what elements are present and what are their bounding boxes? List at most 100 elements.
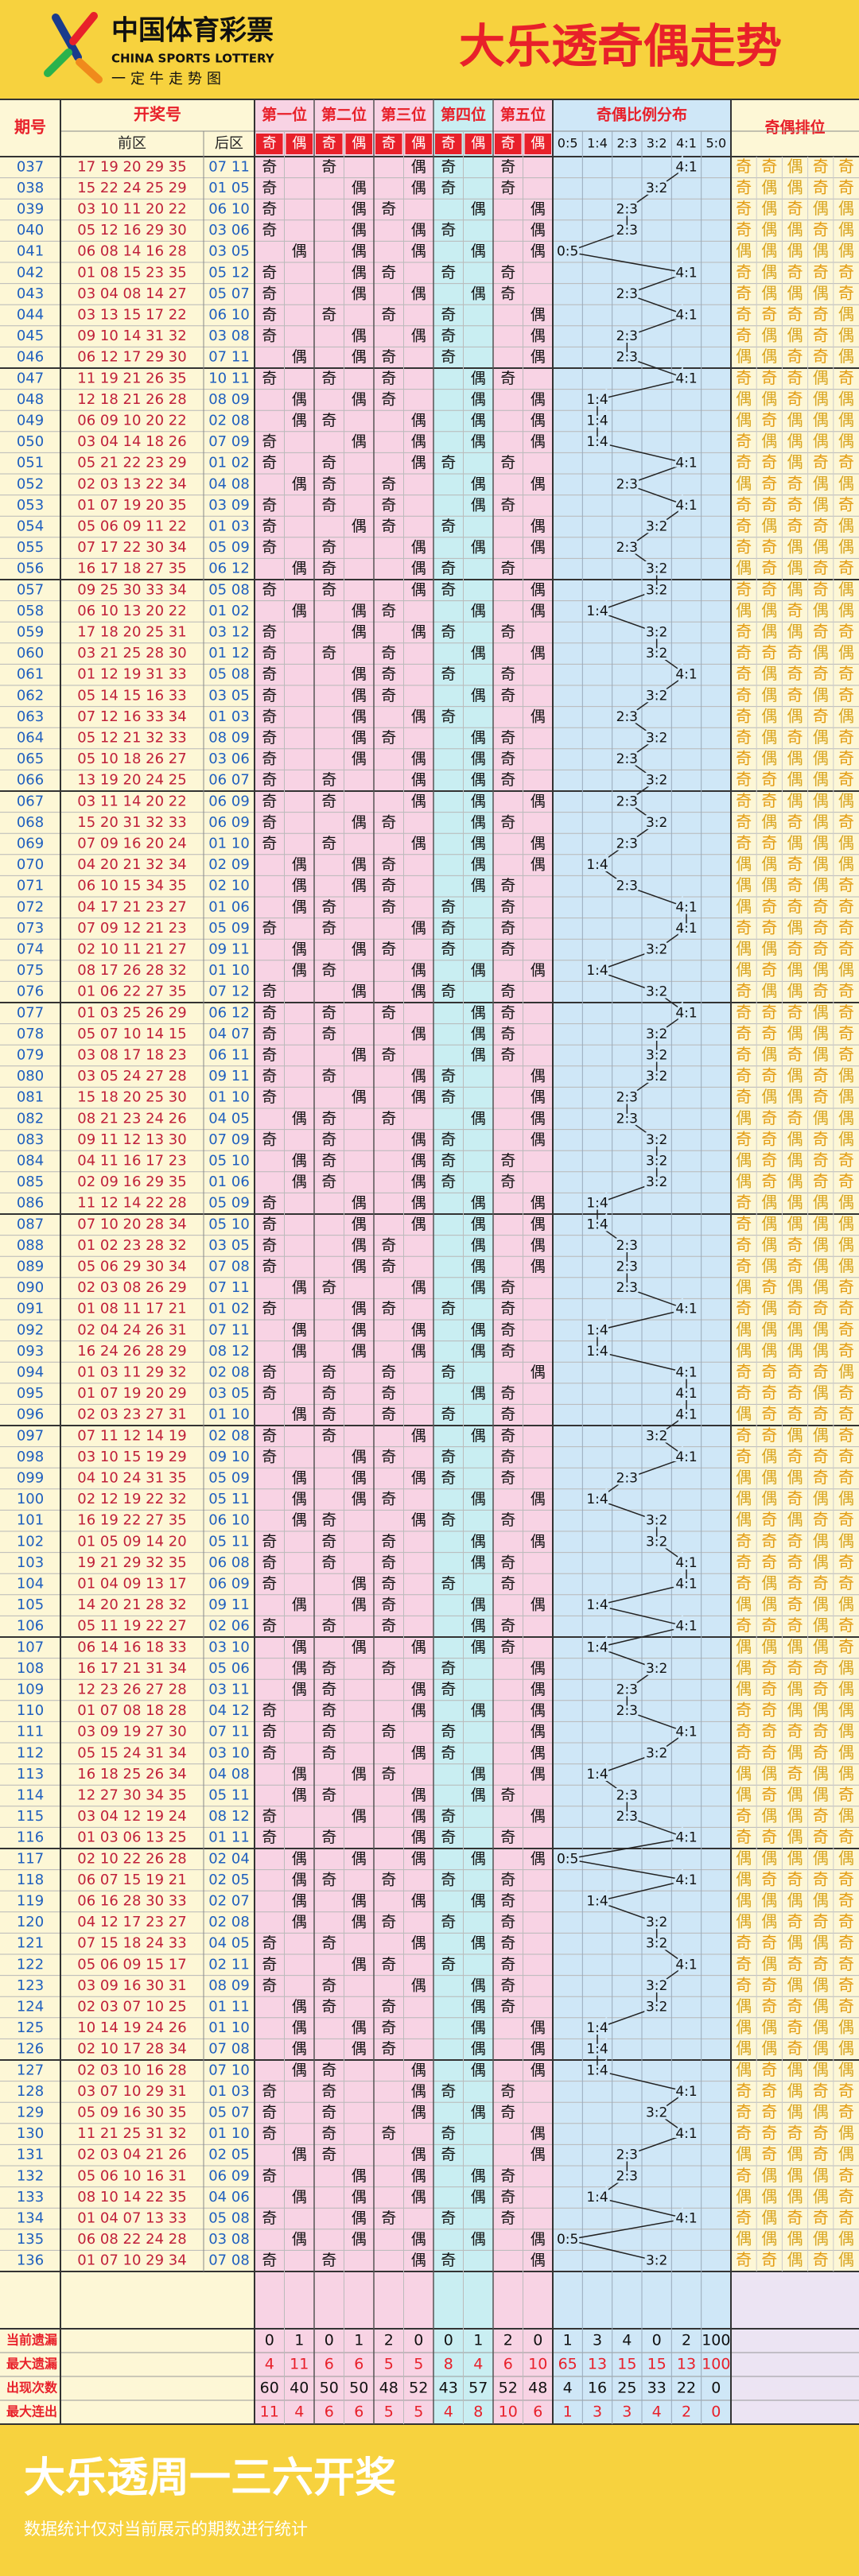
position-odd-even: 偶 (471, 2062, 486, 2079)
pattern-char: 偶 (736, 347, 752, 366)
position-odd-even: 奇 (321, 835, 336, 852)
position-odd-even: 奇 (381, 2125, 396, 2143)
issue-number: 084 (17, 1153, 44, 1170)
position-odd-even: 偶 (531, 2252, 546, 2269)
position-odd-even: 奇 (262, 1194, 277, 1212)
front-numbers: 06 12 17 29 30 (77, 349, 186, 366)
stats-value: 4 (622, 2332, 632, 2349)
position-odd-even: 偶 (411, 285, 426, 302)
pattern-char: 奇 (838, 1510, 854, 1529)
position-odd-even: 奇 (321, 645, 336, 662)
position-odd-even: 偶 (352, 2040, 367, 2058)
ratio-value: 3:2 (646, 1154, 667, 1170)
position-odd-even: 偶 (531, 433, 546, 451)
back-numbers: 08 09 (208, 730, 250, 747)
ratio-value: 4:1 (675, 1872, 697, 1888)
pattern-char: 偶 (838, 305, 854, 324)
position-odd-even: 奇 (500, 1152, 515, 1170)
pattern-char: 偶 (787, 1468, 803, 1487)
pattern-char: 偶 (787, 1785, 803, 1804)
ratio-value: 2:3 (616, 793, 638, 809)
position-odd-even: 偶 (352, 1956, 367, 1973)
issue-number: 124 (17, 1999, 44, 2015)
pattern-char: 奇 (736, 918, 752, 937)
pattern-char: 奇 (761, 1658, 777, 1677)
pattern-char: 偶 (761, 1849, 777, 1868)
pattern-char: 偶 (787, 1129, 803, 1148)
issue-number: 117 (17, 1850, 44, 1867)
position-odd-even: 奇 (500, 1321, 515, 1339)
position-odd-even: 偶 (531, 1491, 546, 1508)
pattern-char: 奇 (736, 1954, 752, 1973)
front-numbers: 02 10 17 28 34 (77, 2041, 186, 2058)
position-odd-even: 奇 (262, 2125, 277, 2143)
pattern-char: 奇 (787, 1489, 803, 1508)
position-odd-even: 奇 (441, 222, 456, 239)
back-numbers: 03 08 (208, 2231, 250, 2248)
pattern-char: 奇 (736, 770, 752, 789)
issue-number: 043 (17, 285, 44, 302)
position-odd-even: 奇 (381, 1406, 396, 1423)
issue-number: 085 (17, 1174, 44, 1190)
position-odd-even: 偶 (411, 328, 426, 345)
ratio-value: 3:2 (646, 2000, 667, 2015)
pattern-char: 奇 (736, 432, 752, 451)
position-odd-even: 偶 (411, 179, 426, 196)
position-odd-even: 奇 (441, 306, 456, 324)
position-odd-even: 偶 (531, 708, 546, 725)
issue-number: 115 (17, 1808, 44, 1825)
position-odd-even: 偶 (411, 1702, 426, 1720)
pattern-char: 偶 (787, 537, 803, 557)
ratio-value: 2:3 (616, 1682, 638, 1698)
pattern-char: 奇 (813, 2124, 829, 2143)
position-odd-even: 奇 (321, 1174, 336, 1191)
pattern-char: 偶 (736, 1679, 752, 1698)
pattern-char: 奇 (787, 389, 803, 408)
front-numbers: 03 07 10 29 31 (77, 2083, 186, 2100)
pattern-char: 奇 (736, 1193, 752, 1212)
pattern-char: 偶 (736, 1595, 752, 1614)
back-numbers: 03 05 (208, 1237, 250, 1254)
pattern-char: 奇 (736, 1362, 752, 1381)
pattern-char: 偶 (787, 1172, 803, 1191)
pattern-char: 偶 (787, 1340, 803, 1360)
position-odd-even: 偶 (471, 1258, 486, 1275)
position-odd-even: 偶 (471, 475, 486, 493)
pattern-char: 偶 (813, 1849, 829, 1868)
pattern-char: 偶 (761, 1446, 777, 1465)
position-odd-even: 偶 (292, 877, 307, 894)
issue-number: 037 (17, 158, 44, 175)
position-odd-even: 奇 (381, 2040, 396, 2058)
position-odd-even: 奇 (441, 1131, 456, 1148)
position-odd-even: 偶 (411, 1068, 426, 1085)
position-odd-even: 偶 (352, 877, 367, 894)
position-odd-even: 偶 (531, 1850, 546, 1868)
pattern-char: 偶 (813, 960, 829, 980)
back-numbers: 02 07 (208, 1893, 250, 1910)
back-numbers: 01 10 (208, 962, 250, 979)
position-odd-even: 偶 (471, 1110, 486, 1127)
issue-number: 057 (17, 581, 44, 598)
pattern-char: 奇 (838, 558, 854, 577)
pattern-char: 奇 (736, 1235, 752, 1254)
position-odd-even: 奇 (321, 1427, 336, 1445)
pattern-char: 偶 (761, 199, 777, 218)
issue-number: 070 (17, 856, 44, 873)
position-odd-even: 奇 (262, 919, 277, 937)
pattern-char: 奇 (813, 1827, 829, 1846)
position-odd-even: 奇 (321, 2062, 336, 2079)
pattern-char: 奇 (736, 1573, 752, 1593)
position-odd-even: 偶 (411, 919, 426, 937)
position-odd-even: 偶 (471, 771, 486, 789)
position-odd-even: 奇 (262, 645, 277, 662)
back-numbers: 03 11 (208, 1682, 250, 1698)
pattern-char: 偶 (736, 1278, 752, 1297)
pattern-char: 偶 (813, 1256, 829, 1275)
pattern-char: 偶 (761, 1468, 777, 1487)
front-numbers: 05 06 09 11 22 (77, 518, 186, 535)
pattern-char: 奇 (787, 1912, 803, 1931)
front-numbers: 06 10 13 20 22 (77, 603, 186, 619)
position-odd-even: 奇 (381, 1659, 396, 1677)
back-numbers: 01 02 (208, 1301, 250, 1317)
pattern-char: 奇 (787, 1446, 803, 1465)
